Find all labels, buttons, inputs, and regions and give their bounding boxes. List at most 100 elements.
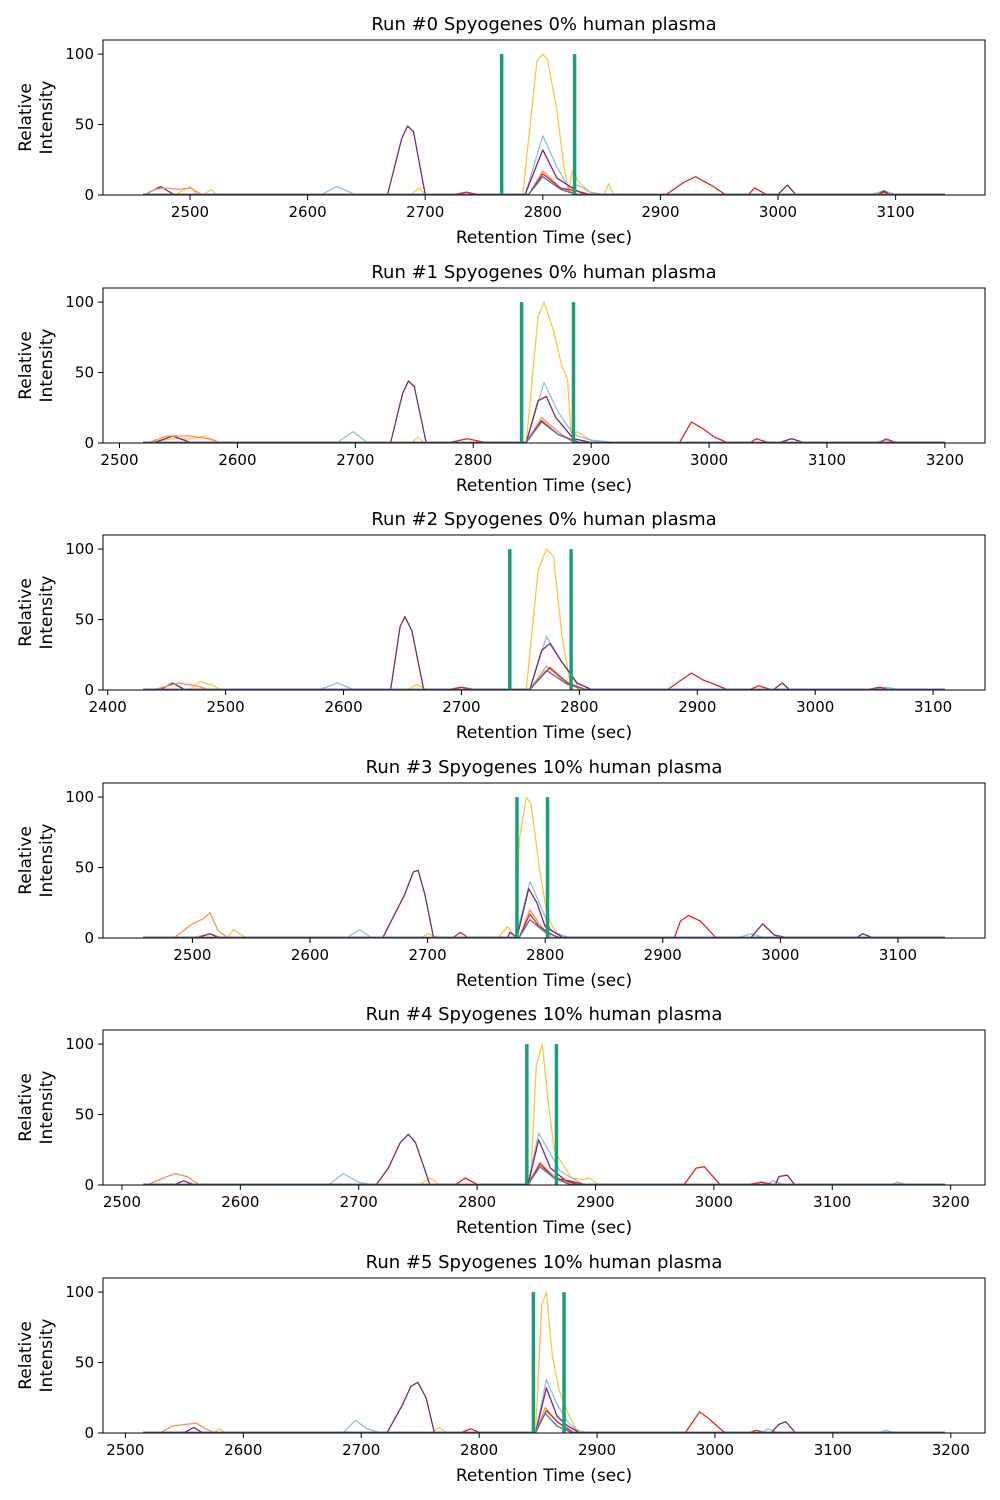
series-line-blue [143,669,945,690]
y-axis-label: RelativeIntensity [16,824,57,898]
x-tick-label: 3100 [813,1193,851,1211]
x-tick-label: 2600 [218,451,256,469]
x-tick-label: 2800 [458,1193,496,1211]
x-tick-label: 2800 [526,946,564,964]
plot-area [143,1291,945,1433]
y-axis-label: RelativeIntensity [16,576,57,650]
y-tick-label: 0 [84,1424,94,1442]
series-line-blue [143,421,945,443]
axes-frame [102,39,986,196]
y-tick-label: 0 [84,186,94,204]
series-line-red [143,666,945,690]
x-tick-label: 3000 [690,451,728,469]
y-tick-label: 50 [75,611,94,629]
x-axis-label: Retention Time (sec) [456,476,632,496]
series-line-lightblue [143,635,945,690]
x-axis-label: Retention Time (sec) [456,971,632,991]
x-axis-label: Retention Time (sec) [456,1218,632,1238]
x-tick-label: 3200 [932,1193,970,1211]
series-line-purple [143,869,945,938]
subplot-run-1: 2500 2600 2700 2800 2900 3000 3100 3200 0 50 100 Ru… [16,262,986,496]
y-axis-label-line: Intensity [37,1071,57,1145]
y-tick-label: 50 [75,1354,94,1372]
y-tick-label: 0 [84,929,94,947]
x-tick-label: 2600 [224,1441,262,1459]
y-axis-label-line: Relative [16,578,36,647]
series-line-orange [143,665,945,690]
subplot-run-3: 2500 2600 2700 2800 2900 3000 3100 0 50 100 Run #3… [16,757,986,991]
x-tick-label: 3000 [796,698,834,716]
plot-area [143,548,945,690]
series-line-purple [143,125,945,195]
x-axis-label: Retention Time (sec) [456,228,632,248]
series-line-orange [143,416,945,443]
axes-frame [102,782,986,939]
y-axis-label: RelativeIntensity [16,1319,57,1393]
x-tick-label: 2900 [678,698,716,716]
y-axis-label-line: Relative [16,1321,36,1390]
x-tick-label: 2700 [408,946,446,964]
plot-area [143,796,945,938]
y-tick-label: 100 [65,1283,94,1301]
axes-frame [102,287,986,444]
series-line-yellow [143,1291,945,1433]
series-line-yellow [143,796,945,938]
x-tick-label: 2700 [406,203,444,221]
x-tick-label: 2900 [578,1441,616,1459]
y-axis-label-line: Intensity [37,81,57,155]
y-tick-label: 50 [75,116,94,134]
x-tick-label: 3000 [696,1441,734,1459]
x-axis-label: Retention Time (sec) [456,1466,632,1486]
x-tick-label: 2500 [173,946,211,964]
series-line-blue [143,1412,945,1433]
x-tick-label: 2900 [641,203,679,221]
x-tick-label: 2600 [324,698,362,716]
y-tick-label: 100 [65,788,94,806]
x-tick-label: 2900 [572,451,610,469]
subplot-title: Run #4 Spyogenes 10% human plasma [366,1004,723,1025]
series-line-yellow [143,1043,945,1185]
series-line-lightblue [143,1378,945,1433]
x-tick-label: 2700 [340,1193,378,1211]
subplot-run-2: 2400 2500 2600 2700 2800 2900 3000 3100 0 50 100 Ru… [16,509,986,743]
subplot-title: Run #2 Spyogenes 0% human plasma [371,509,716,530]
x-tick-label: 2600 [221,1193,259,1211]
x-tick-label: 2500 [106,1441,144,1459]
x-tick-label: 2800 [460,1441,498,1459]
x-tick-label: 2900 [644,946,682,964]
series-line-purple [143,380,945,443]
series-line-lightblue [143,135,945,195]
series-line-purple [143,616,945,690]
plot-area [143,53,945,195]
x-tick-label: 2900 [576,1193,614,1211]
x-tick-label: 3200 [926,451,964,469]
series-line-blue [143,919,945,938]
x-tick-label: 2500 [171,203,209,221]
x-tick-label: 3200 [932,1441,970,1459]
x-tick-label: 3000 [695,1193,733,1211]
x-tick-label: 3100 [879,946,917,964]
y-axis-label-line: Intensity [37,824,57,898]
series-line-orange [143,1161,945,1185]
y-tick-label: 50 [75,364,94,382]
axes-frame [102,1277,986,1434]
x-tick-label: 3100 [814,1441,852,1459]
y-tick-label: 50 [75,859,94,877]
series-line-orange [143,909,945,938]
x-tick-label: 2500 [207,698,245,716]
y-axis-label-line: Relative [16,83,36,152]
series-line-red [143,1409,945,1433]
x-tick-label: 2700 [336,451,374,469]
series-line-orange [143,1406,945,1433]
subplot-title: Run #3 Spyogenes 10% human plasma [366,757,723,778]
axes-frame [102,534,986,691]
x-tick-label: 2600 [289,203,327,221]
x-tick-label: 2800 [454,451,492,469]
y-tick-label: 50 [75,1106,94,1124]
subplot-run-4: 2500 2600 2700 2800 2900 3000 3100 3200 0 50 100 Ru… [16,1004,986,1238]
series-line-red [143,913,945,938]
series-line-blue [143,176,945,195]
y-tick-label: 0 [84,1176,94,1194]
plot-area [143,301,945,443]
